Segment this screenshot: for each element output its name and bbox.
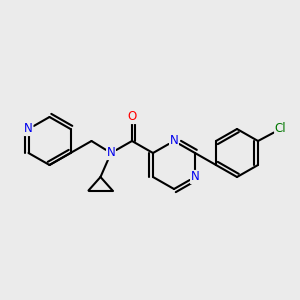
Text: N: N	[106, 146, 116, 160]
Text: O: O	[128, 110, 136, 124]
Text: N: N	[190, 170, 200, 184]
Text: N: N	[169, 134, 178, 148]
Text: N: N	[24, 122, 33, 136]
Text: Cl: Cl	[275, 122, 286, 136]
